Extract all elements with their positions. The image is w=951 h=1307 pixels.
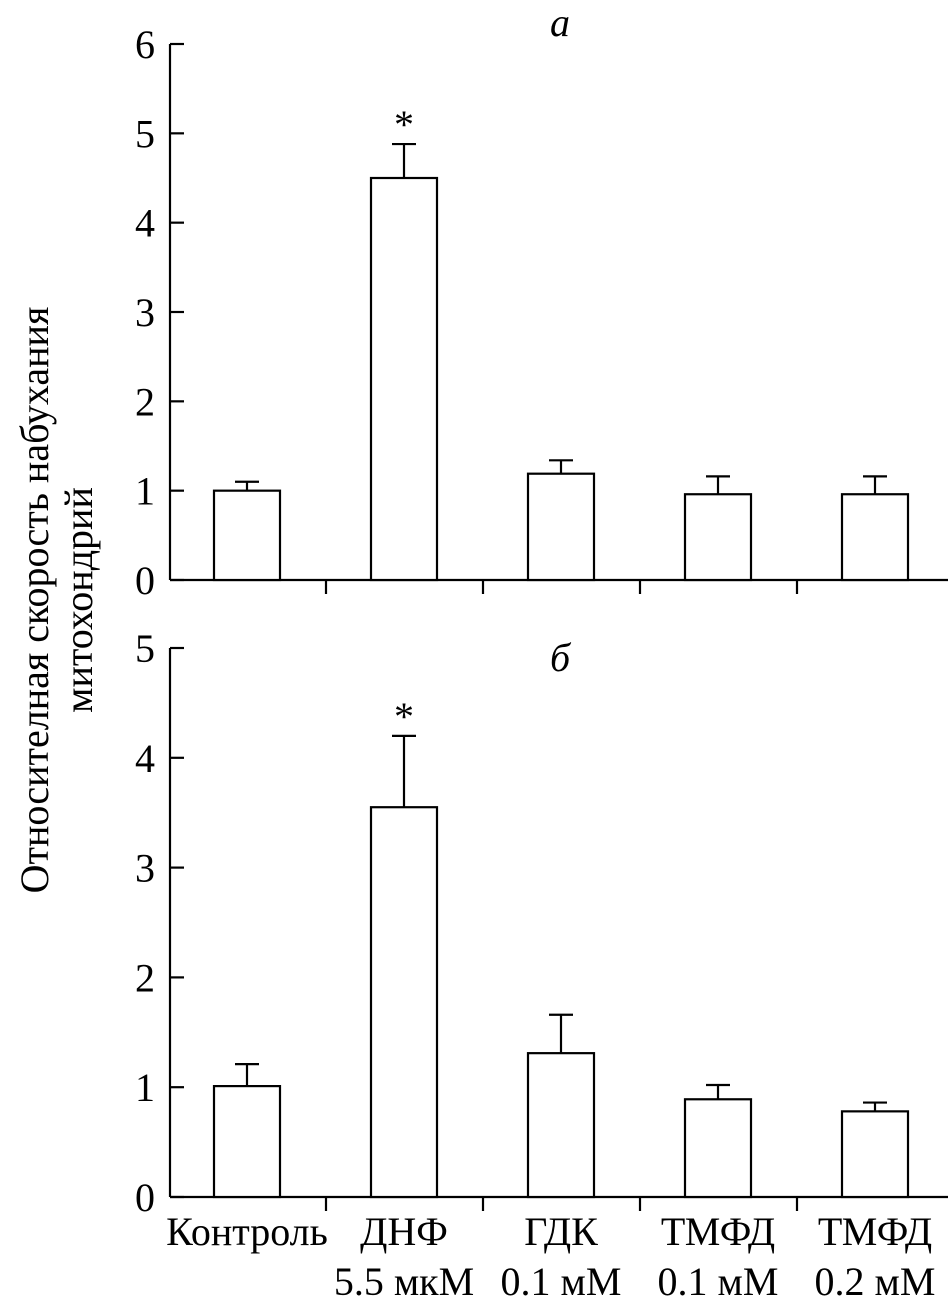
category-label-dnf-conc: 5.5 мкМ <box>334 1259 474 1304</box>
y-tick-label-b-2: 2 <box>135 955 155 1000</box>
bar-b-3 <box>526 1052 596 1199</box>
bar-b-2 <box>369 806 439 1199</box>
category-label-tmfd-2-conc: 0.2 мМ <box>815 1259 936 1304</box>
bar-a-2 <box>369 176 439 582</box>
panel-a: 0 1 2 3 4 5 6 * а <box>135 0 948 603</box>
category-label-gdk-conc: 0.1 мМ <box>501 1259 622 1304</box>
panel-letter-b: б <box>550 635 572 680</box>
y-axis-title-line2: митохондрий <box>56 487 101 713</box>
y-tick-label-b-4: 4 <box>135 736 155 781</box>
y-tick-label-a-5: 5 <box>135 111 155 156</box>
y-tick-label-b-0: 0 <box>135 1175 155 1220</box>
category-label-tmfd-2: ТМФД <box>818 1209 932 1254</box>
category-label-tmfd-1-conc: 0.1 мМ <box>658 1259 779 1304</box>
panel-letter-a: а <box>550 0 570 45</box>
bar-a-3 <box>526 472 596 582</box>
y-tick-label-a-6: 6 <box>135 22 155 67</box>
bar-a-5 <box>840 493 910 582</box>
y-tick-label-a-4: 4 <box>135 201 155 246</box>
bar-b-4 <box>683 1098 753 1199</box>
y-tick-label-a-2: 2 <box>135 379 155 424</box>
category-label-control: Контроль <box>166 1209 328 1254</box>
bar-a-4 <box>683 493 753 582</box>
significance-star-a-2: * <box>394 102 414 147</box>
category-label-tmfd-1: ТМФД <box>661 1209 775 1254</box>
bar-b-5 <box>840 1110 910 1199</box>
y-tick-label-b-1: 1 <box>135 1065 155 1110</box>
category-label-dnf: ДНФ <box>360 1209 448 1254</box>
y-tick-label-a-1: 1 <box>135 469 155 514</box>
y-tick-label-b-3: 3 <box>135 846 155 891</box>
category-label-gdk: ГДК <box>524 1209 598 1254</box>
significance-star-b-2: * <box>394 694 414 739</box>
bar-b-1 <box>212 1085 282 1199</box>
y-tick-label-a-0: 0 <box>135 558 155 603</box>
y-tick-label-b-5: 5 <box>135 626 155 671</box>
y-tick-label-a-3: 3 <box>135 290 155 335</box>
panel-b: 0 1 2 3 4 5 * б <box>135 626 948 1220</box>
y-axis-title-line1: Относителная скорость набухания <box>12 307 57 894</box>
x-category-labels: Контроль ДНФ 5.5 мкМ ГДК 0.1 мМ ТМФД 0.1… <box>166 1209 935 1304</box>
bar-a-1 <box>212 489 282 582</box>
